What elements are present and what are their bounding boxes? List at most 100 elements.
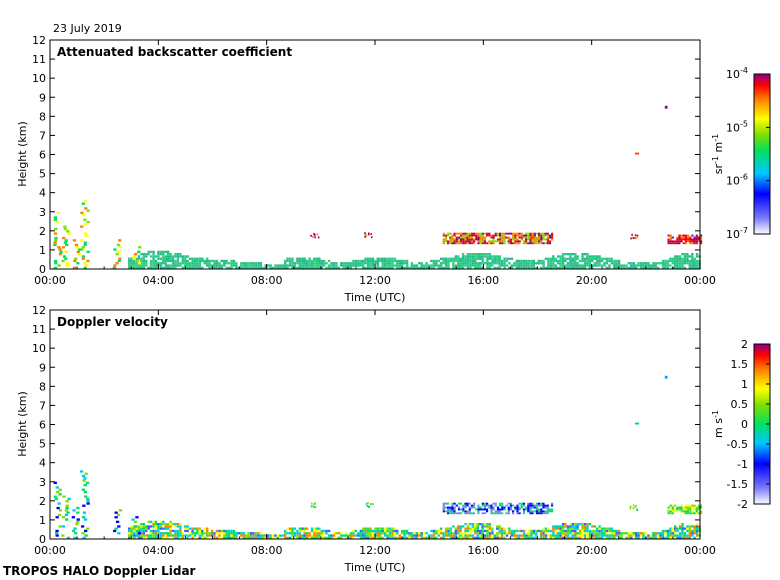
- data-cell: [559, 527, 562, 530]
- data-cell: [548, 508, 552, 511]
- data-cell: [647, 536, 650, 539]
- data-cell: [327, 264, 331, 267]
- data-cell: [344, 532, 348, 535]
- data-cell: [462, 238, 465, 241]
- data-cell: [186, 262, 189, 265]
- data-cell: [154, 523, 158, 526]
- data-cell: [493, 262, 496, 265]
- data-cell: [507, 502, 510, 505]
- data-cell: [559, 259, 562, 263]
- data-cell: [296, 262, 299, 265]
- data-cell: [167, 266, 170, 269]
- data-cell: [325, 262, 328, 265]
- data-cell: [315, 527, 319, 530]
- data-cell: [284, 536, 287, 539]
- data-cell: [691, 253, 694, 256]
- data-cell: [695, 508, 698, 511]
- data-cell: [683, 262, 687, 265]
- data-cell: [149, 532, 153, 535]
- data-cell: [564, 534, 567, 537]
- data-cell: [455, 508, 458, 511]
- data-cell: [374, 262, 377, 265]
- data-cell: [376, 534, 379, 537]
- data-cell: [152, 266, 155, 269]
- colorbar-tick-label: 10-6: [726, 173, 748, 188]
- data-cell: [613, 536, 616, 539]
- data-cell: [135, 257, 138, 260]
- data-cell: [476, 253, 479, 256]
- data-cell: [461, 255, 465, 258]
- data-cell: [691, 529, 694, 533]
- data-cell: [440, 536, 443, 539]
- data-cell: [669, 536, 672, 539]
- data-cell: [298, 262, 301, 265]
- data-cell: [625, 266, 628, 269]
- data-cell: [225, 262, 228, 265]
- data-cell: [632, 266, 635, 269]
- data-cell: [527, 266, 531, 269]
- data-cell: [514, 236, 517, 239]
- data-cell: [693, 527, 696, 530]
- data-cell: [501, 512, 504, 515]
- data-cell: [142, 536, 145, 539]
- data-cell: [379, 527, 382, 530]
- data-cell: [535, 266, 538, 269]
- data-cell: [471, 527, 475, 530]
- data-cell: [499, 234, 502, 237]
- data-cell: [455, 236, 458, 239]
- data-cell: [457, 529, 460, 533]
- data-cell: [561, 255, 565, 258]
- data-cell: [501, 506, 504, 509]
- data-cell: [693, 262, 696, 265]
- data-cell: [548, 234, 552, 237]
- data-cell: [468, 236, 471, 239]
- data-cell: [491, 255, 494, 258]
- data-cell: [418, 266, 421, 269]
- data-cell: [488, 257, 492, 260]
- data-cell: [442, 512, 445, 515]
- data-cell: [154, 529, 158, 533]
- data-cell: [225, 534, 228, 537]
- data-cell: [529, 510, 532, 513]
- data-cell: [415, 534, 418, 537]
- data-cell: [230, 266, 233, 269]
- y-tick-label: 8: [39, 110, 46, 123]
- data-cell: [176, 525, 180, 528]
- data-cell: [507, 508, 510, 511]
- data-cell: [206, 264, 209, 267]
- data-cell: [235, 534, 238, 537]
- data-cell: [549, 266, 553, 269]
- data-cell: [422, 266, 426, 269]
- data-cell: [247, 266, 250, 269]
- data-cell: [503, 257, 506, 260]
- data-cell: [354, 264, 358, 267]
- data-cell: [81, 525, 85, 528]
- data-cell: [681, 262, 684, 265]
- data-cell: [388, 529, 392, 533]
- data-cell: [566, 253, 570, 256]
- data-cell: [507, 238, 510, 241]
- data-cell: [507, 240, 510, 243]
- data-cell: [369, 264, 372, 267]
- data-cell: [503, 242, 506, 245]
- data-cell: [313, 532, 316, 535]
- data-cell: [435, 532, 438, 535]
- data-cell: [476, 532, 479, 535]
- data-cell: [135, 529, 140, 533]
- data-cell: [169, 255, 172, 258]
- data-cell: [281, 264, 284, 267]
- data-cell: [462, 240, 465, 243]
- data-cell: [671, 532, 674, 535]
- data-cell: [518, 234, 521, 237]
- data-cell: [666, 536, 670, 539]
- data-cell: [464, 264, 467, 267]
- data-cell: [529, 242, 532, 245]
- data-cell: [303, 532, 306, 535]
- data-cell: [542, 234, 545, 237]
- data-cell: [530, 259, 533, 263]
- data-cell: [455, 510, 458, 513]
- data-cell: [453, 512, 456, 515]
- data-cell: [86, 527, 90, 530]
- data-cell: [388, 264, 392, 267]
